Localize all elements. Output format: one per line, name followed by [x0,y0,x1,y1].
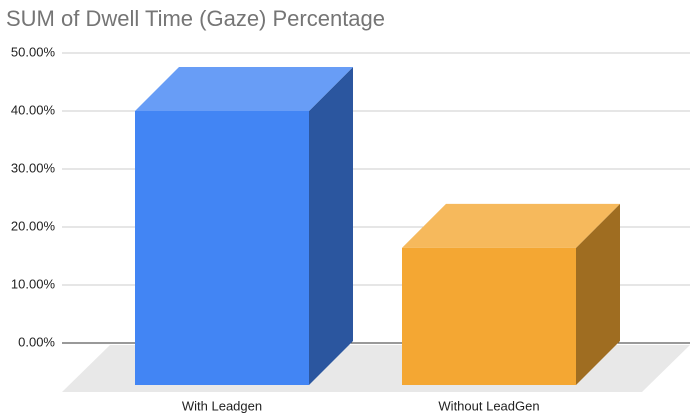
y-tick-label: 0.00% [18,334,55,349]
y-tick-label: 50.00% [11,44,56,59]
y-tick-label: 40.00% [11,102,56,117]
bar [402,247,576,385]
bar-top [402,203,620,248]
x-tick-label: With Leadgen [182,398,262,413]
bar [135,111,309,385]
chart-title: SUM of Dwell Time (Gaze) Percentage [6,6,385,31]
bar-top [135,67,353,111]
bar-side [309,67,353,385]
y-tick-label: 30.00% [11,160,56,175]
bar-side [576,203,620,385]
y-tick-label: 10.00% [11,276,56,291]
x-tick-label: Without LeadGen [438,398,539,413]
y-tick-label: 20.00% [11,218,56,233]
